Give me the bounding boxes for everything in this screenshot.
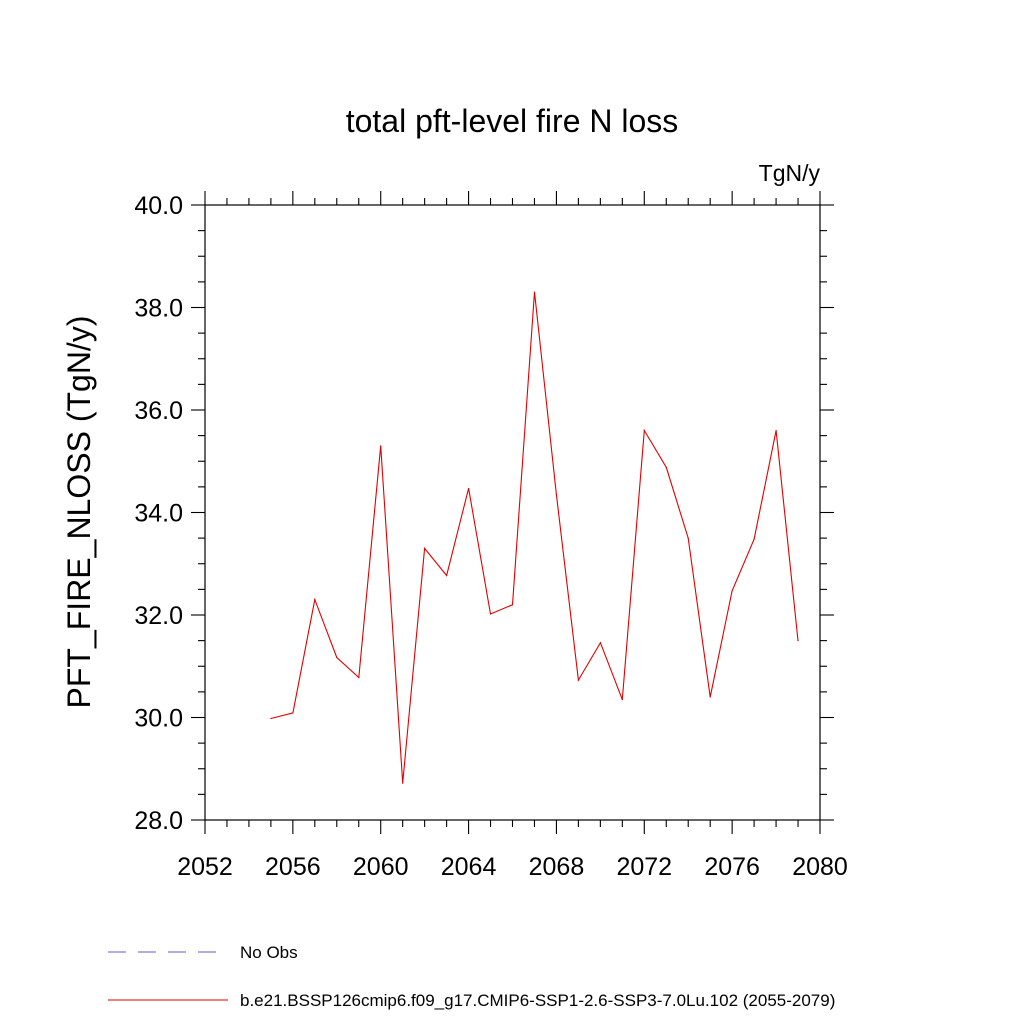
x-tick-label: 2064	[441, 853, 497, 881]
data-point	[467, 487, 470, 490]
y-tick-label: 40.0	[134, 192, 183, 220]
data-point	[643, 429, 645, 432]
x-tick-labels: 2052 2056 2060 2064 2068 2072 2076 2080	[177, 853, 848, 881]
data-point	[424, 547, 426, 549]
data-point	[797, 640, 799, 642]
data-point	[314, 599, 316, 601]
x-tick-label: 2072	[616, 853, 672, 881]
legend: No Obs b.e21.BSSP126cmip6.f09_g17.CMIP6-S…	[108, 943, 835, 1010]
data-point	[489, 613, 492, 615]
data-point	[270, 717, 272, 720]
legend-label-no-obs: No Obs	[240, 943, 298, 962]
data-point	[555, 493, 558, 496]
y-tick-label: 38.0	[134, 295, 183, 323]
data-point	[665, 466, 667, 468]
y-tick-label: 30.0	[134, 705, 183, 733]
data-point	[621, 698, 623, 701]
y-tick-label: 34.0	[134, 500, 183, 528]
data-point	[533, 291, 536, 293]
data-point	[358, 676, 360, 679]
x-tick-label: 2076	[704, 853, 760, 881]
y-axis-label: PFT_FIRE_NLOSS (TgN/y)	[61, 316, 97, 709]
data-point	[599, 642, 601, 644]
data-point	[753, 538, 755, 540]
y-tick-label: 28.0	[134, 807, 183, 835]
x-tick-label: 2060	[353, 853, 409, 881]
y-tick-labels: 28.0 30.0 32.0 34.0 36.0 38.0 40.0	[134, 192, 183, 835]
legend-label-series: b.e21.BSSP126cmip6.f09_g17.CMIP6-SSP1-2.…	[240, 991, 835, 1010]
data-point	[336, 656, 338, 659]
plot-border	[204, 204, 821, 821]
plot-frame	[204, 204, 821, 821]
data-point	[709, 696, 711, 698]
data-point	[446, 574, 448, 577]
data-point	[577, 679, 579, 681]
series-line	[270, 292, 799, 784]
x-tick-label: 2080	[792, 853, 848, 881]
chart-title: total pft-level fire N loss	[346, 103, 679, 139]
data-point	[511, 604, 514, 606]
data-point	[380, 445, 382, 447]
x-tick-label: 2068	[529, 853, 585, 881]
series-lines	[270, 291, 799, 784]
data-point	[731, 590, 733, 592]
axis-ticks	[191, 191, 834, 834]
units-label: TgN/y	[759, 160, 821, 186]
y-tick-label: 32.0	[134, 602, 183, 630]
data-point	[775, 429, 777, 432]
x-tick-label: 2056	[265, 853, 321, 881]
data-point	[687, 537, 689, 539]
y-tick-label: 36.0	[134, 397, 183, 425]
x-tick-label: 2052	[177, 853, 233, 881]
data-point	[402, 782, 404, 784]
data-point	[292, 712, 294, 714]
